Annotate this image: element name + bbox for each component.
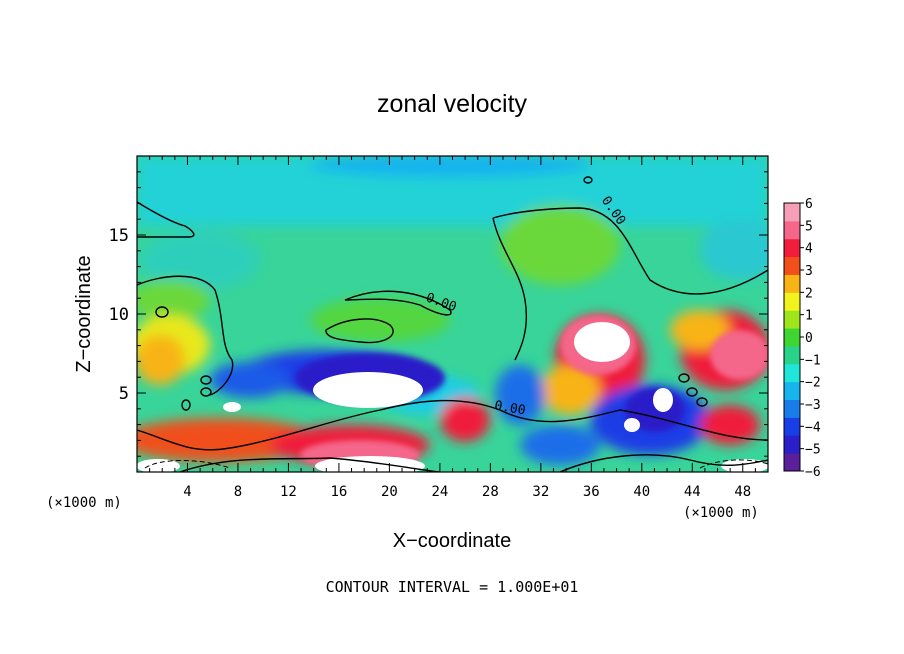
y-axis: 5 10 15 bbox=[109, 171, 768, 457]
contour-bottom-right bbox=[559, 454, 768, 472]
colorbar-label-2: 4 bbox=[805, 242, 813, 257]
colorbar-swatch-1 bbox=[784, 435, 800, 454]
contour-left-lobe bbox=[137, 275, 234, 396]
white-blob-bottom-center bbox=[315, 456, 425, 472]
colorbar-swatch-8 bbox=[784, 310, 800, 329]
y-axis-label: Z−coordinate bbox=[73, 255, 95, 372]
x-tick-label-8: 36 bbox=[583, 484, 600, 500]
colorbar-swatch-4 bbox=[784, 381, 800, 401]
colorbar-swatch-6 bbox=[784, 345, 800, 365]
colorbar-label-10: −4 bbox=[805, 420, 821, 435]
contour-bottom-lower bbox=[179, 457, 441, 472]
colorbar-swatch-3 bbox=[784, 399, 800, 418]
colorbar-label-7: −1 bbox=[805, 353, 821, 368]
colorbar-label-5: 1 bbox=[805, 309, 813, 324]
red-blob-center-lower bbox=[440, 398, 490, 442]
colorbar-label-6: 0 bbox=[805, 331, 813, 346]
contour-arc-upper bbox=[344, 290, 452, 316]
colorbar-swatch-0 bbox=[784, 453, 800, 472]
green-region-left bbox=[137, 280, 210, 320]
x-tick-label-3: 16 bbox=[330, 484, 347, 500]
contour-small-8 bbox=[583, 176, 593, 184]
zero-contours bbox=[137, 176, 768, 472]
white-blob-left bbox=[223, 402, 241, 412]
colorbar-label-3: 3 bbox=[805, 264, 813, 279]
x-unit-right: (×1000 m) bbox=[683, 505, 759, 521]
colorbar-swatch-11 bbox=[784, 256, 800, 275]
colorbar-swatch-7 bbox=[784, 328, 800, 347]
white-blob-lower-right bbox=[653, 388, 673, 412]
orange-blob-right bbox=[540, 365, 600, 415]
red-lower-right bbox=[700, 405, 760, 445]
x-tick-label-1: 8 bbox=[234, 484, 242, 500]
colorbar-swatch-10 bbox=[784, 274, 800, 293]
blue-band-left bbox=[210, 362, 290, 398]
colorbar-swatch-13 bbox=[784, 220, 800, 240]
white-blob-lower-right-2 bbox=[624, 418, 640, 432]
x-axis-label: X−coordinate bbox=[393, 530, 511, 552]
green-region-upper bbox=[500, 205, 620, 285]
contour-right-mid bbox=[492, 217, 527, 361]
colorbar-label-0: 6 bbox=[805, 197, 813, 212]
contour-small-6 bbox=[686, 387, 698, 397]
colorbar-label-1: 5 bbox=[805, 219, 813, 234]
white-blob-bottom-left bbox=[137, 459, 180, 472]
colorbar-label-4: 2 bbox=[805, 286, 813, 301]
red-core-far-right bbox=[710, 330, 768, 380]
blue-blob-center-right bbox=[495, 365, 545, 425]
y-tick-label-0: 5 bbox=[119, 384, 129, 404]
contour-small-3 bbox=[200, 387, 212, 397]
contour-small-1 bbox=[155, 306, 169, 318]
dashed-contour-right bbox=[699, 459, 768, 469]
contour-small-4 bbox=[181, 399, 191, 411]
x-tick-label-5: 24 bbox=[431, 484, 448, 500]
cyan-region-left bbox=[140, 230, 260, 290]
contour-upper-left bbox=[137, 201, 195, 238]
x-tick-label-7: 32 bbox=[532, 484, 549, 500]
x-tick-label-4: 20 bbox=[381, 484, 398, 500]
x-axis: 4 8 12 16 20 24 28 32 36 40 44 48 bbox=[149, 156, 756, 500]
colorbar-swatch-2 bbox=[784, 417, 800, 436]
plot-area: 0.000.000.00 bbox=[137, 156, 768, 472]
colorbar-label-8: −2 bbox=[805, 376, 821, 391]
colorbar-label-9: −3 bbox=[805, 398, 821, 413]
colorbar-swatch-14 bbox=[784, 203, 800, 222]
y-tick-label-2: 15 bbox=[109, 226, 129, 246]
blue-lower-right-2 bbox=[520, 425, 600, 465]
blue-band-top-mid bbox=[310, 156, 590, 177]
x-tick-label-11: 48 bbox=[734, 484, 751, 500]
white-blob-right bbox=[574, 322, 630, 362]
x-tick-label-6: 28 bbox=[482, 484, 499, 500]
x-tick-label-2: 12 bbox=[280, 484, 297, 500]
cyan-region-right bbox=[700, 220, 768, 280]
x-tick-label-10: 44 bbox=[684, 484, 701, 500]
colorbar-swatch-9 bbox=[784, 292, 800, 311]
contour-bottom-band bbox=[137, 399, 768, 451]
x-unit-left: (×1000 m) bbox=[46, 495, 122, 511]
colorbar: 6 5 4 3 2 1 0 −1 −2 −3 −4 −5 −6 bbox=[783, 197, 821, 480]
colorbar-label-11: −5 bbox=[805, 443, 821, 458]
orange-left bbox=[137, 335, 185, 385]
x-tick-label-9: 40 bbox=[633, 484, 650, 500]
colorbar-label-12: −6 bbox=[805, 465, 821, 480]
contour-small-5 bbox=[678, 373, 690, 383]
white-blob-center bbox=[313, 372, 423, 408]
chart-title: zonal velocity bbox=[377, 90, 528, 118]
y-tick-label-1: 10 bbox=[109, 305, 129, 325]
contour-label-2: 0.00 bbox=[493, 398, 526, 418]
contour-small-7 bbox=[696, 397, 708, 407]
contour-upper-right bbox=[492, 207, 768, 295]
negative-contours bbox=[144, 459, 768, 469]
colorbar-swatch-12 bbox=[784, 238, 800, 258]
contour-small-2 bbox=[200, 375, 212, 385]
orange-far-right bbox=[670, 310, 730, 350]
contour-arc-lower bbox=[325, 318, 394, 344]
white-regions bbox=[137, 322, 768, 472]
colorbar-swatch-5 bbox=[784, 363, 800, 383]
x-tick-label-0: 4 bbox=[183, 484, 191, 500]
contour-interval-footer: CONTOUR INTERVAL = 1.000E+01 bbox=[326, 578, 579, 596]
